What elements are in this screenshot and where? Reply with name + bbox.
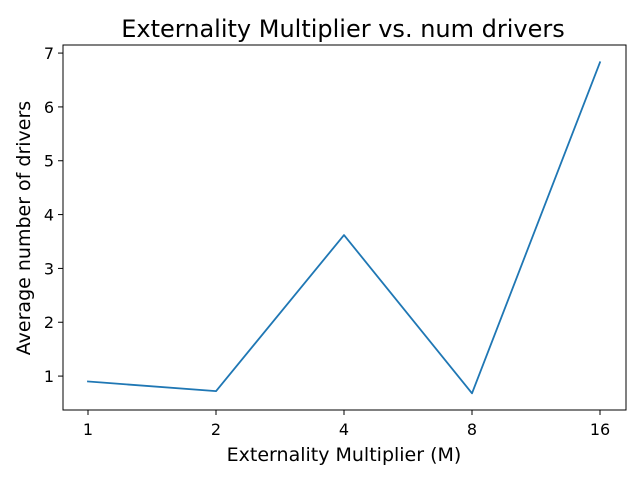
x-tick-label: 4 <box>339 420 349 439</box>
y-tick-label: 6 <box>44 98 54 117</box>
x-axis-label: Externality Multiplier (M) <box>227 444 462 466</box>
y-tick-label: 3 <box>44 259 54 278</box>
x-axis-ticks: 1 2 4 8 16 <box>83 410 610 439</box>
x-tick-label: 1 <box>83 420 93 439</box>
series-layer <box>87 61 602 395</box>
y-tick-label: 4 <box>44 206 54 225</box>
series-line-0 <box>87 61 602 395</box>
y-tick-label: 2 <box>44 313 54 332</box>
axes-frame <box>62 44 627 411</box>
y-tick-label: 1 <box>44 367 54 386</box>
y-axis-label: Average number of drivers <box>13 101 35 355</box>
x-tick-label: 2 <box>211 420 221 439</box>
chart-title: Externality Multiplier vs. num drivers <box>121 15 564 43</box>
x-tick-label: 16 <box>590 420 610 439</box>
y-axis-ticks: 1 2 3 4 5 6 7 <box>44 44 63 386</box>
plot-area <box>62 44 627 411</box>
y-tick-label: 7 <box>44 44 54 63</box>
x-tick-label: 8 <box>467 420 477 439</box>
y-tick-label: 5 <box>44 152 54 171</box>
